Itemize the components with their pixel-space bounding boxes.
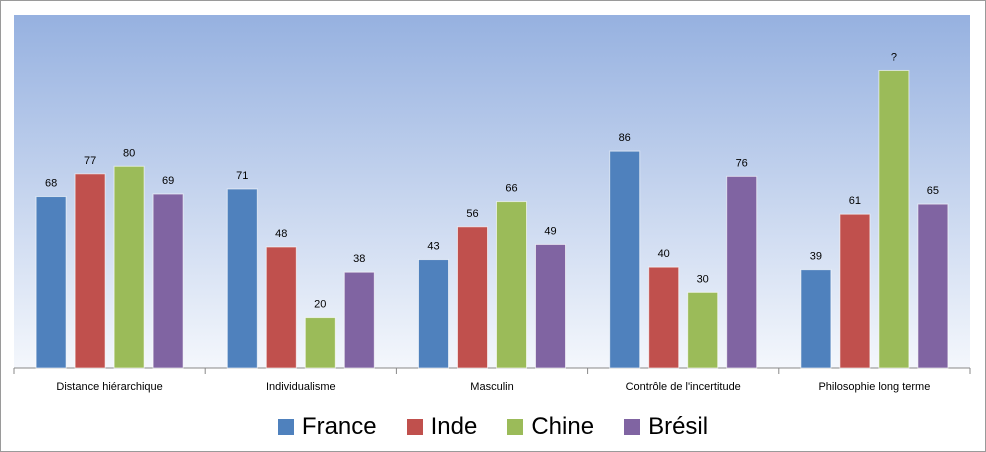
bar <box>74 173 106 369</box>
data-label: 80 <box>123 147 135 159</box>
bar <box>304 317 336 369</box>
data-label: 65 <box>927 185 939 197</box>
data-label: 43 <box>427 241 439 253</box>
legend-label: France <box>301 413 377 440</box>
data-label: 48 <box>275 228 287 240</box>
bar <box>418 259 449 369</box>
bar <box>648 266 680 369</box>
bar <box>609 150 641 369</box>
legend-swatch <box>406 419 423 435</box>
data-label: 86 <box>619 132 631 144</box>
data-label: 56 <box>466 208 478 220</box>
bar <box>726 175 758 369</box>
legend-swatch <box>277 419 294 435</box>
legend-label: Inde <box>430 413 478 440</box>
data-label: 38 <box>353 253 365 265</box>
bar <box>687 291 719 369</box>
data-label: 68 <box>45 178 57 190</box>
data-label: 69 <box>162 175 174 187</box>
x-tick-label: Distance hiérarchique <box>56 381 162 393</box>
legend-label: Chine <box>531 413 595 440</box>
data-label: 20 <box>314 299 326 311</box>
bar <box>535 243 566 369</box>
bar <box>343 271 375 369</box>
bar <box>800 269 832 369</box>
data-label: 49 <box>544 225 556 237</box>
legend: France Inde Chine Brésil <box>1 413 985 441</box>
data-label: 71 <box>236 170 248 182</box>
data-label: 61 <box>849 195 861 207</box>
x-tick-label: Philosophie long terme <box>818 381 930 393</box>
data-label: 76 <box>736 157 748 169</box>
data-label: 40 <box>658 248 670 260</box>
chart: Distance hiérarchique 68 77 80 69 Individuali… <box>13 15 971 393</box>
bar <box>35 196 67 369</box>
legend-swatch <box>624 419 641 435</box>
legend-item: France <box>277 413 377 441</box>
legend-item: Brésil <box>624 413 708 441</box>
bar <box>457 226 488 369</box>
bar <box>839 213 871 369</box>
data-label: ? <box>891 51 897 63</box>
bar <box>152 193 184 369</box>
x-tick-label: Masculin <box>470 381 513 393</box>
x-tick-label: Individualisme <box>266 381 336 393</box>
bar <box>878 69 910 369</box>
bar <box>265 246 297 369</box>
data-label: 66 <box>505 183 517 195</box>
bar <box>917 203 949 369</box>
bar <box>226 188 258 369</box>
bar <box>113 165 145 369</box>
legend-swatch <box>507 419 524 435</box>
data-label: 77 <box>84 155 96 167</box>
legend-label: Brésil <box>648 413 709 440</box>
legend-item: Chine <box>507 413 594 441</box>
x-tick-label: Contrôle de l'incertitude <box>626 381 741 393</box>
data-label: 39 <box>810 251 822 263</box>
legend-item: Inde <box>406 413 478 441</box>
data-label: 30 <box>697 273 709 285</box>
bar <box>496 201 527 369</box>
